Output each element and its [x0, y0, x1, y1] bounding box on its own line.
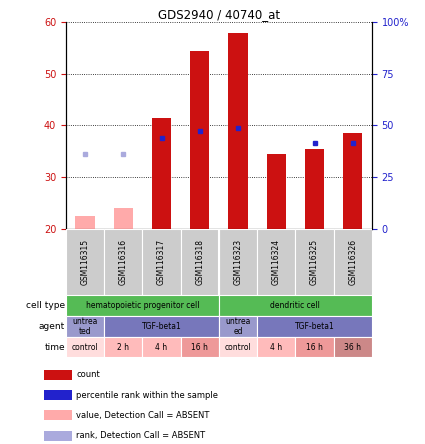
- Bar: [113, 208, 133, 229]
- Text: dendritic cell: dendritic cell: [270, 301, 320, 310]
- Text: value, Detection Call = ABSENT: value, Detection Call = ABSENT: [76, 411, 210, 420]
- Text: GSM116323: GSM116323: [233, 239, 243, 285]
- Text: control: control: [225, 343, 251, 352]
- Text: GSM116317: GSM116317: [157, 239, 166, 285]
- Bar: [76, 216, 94, 229]
- Text: agent: agent: [39, 322, 65, 331]
- Text: GSM116324: GSM116324: [272, 239, 281, 285]
- Text: GSM116316: GSM116316: [119, 239, 128, 285]
- Bar: [190, 51, 209, 229]
- Text: 2 h: 2 h: [117, 343, 129, 352]
- Text: 16 h: 16 h: [306, 343, 323, 352]
- Bar: [295, 229, 334, 295]
- Text: rank, Detection Call = ABSENT: rank, Detection Call = ABSENT: [76, 431, 205, 440]
- Text: TGF-beta1: TGF-beta1: [142, 322, 181, 331]
- Bar: [44, 410, 72, 420]
- Bar: [295, 337, 334, 357]
- Text: GSM116325: GSM116325: [310, 239, 319, 285]
- Text: control: control: [72, 343, 98, 352]
- Bar: [66, 337, 104, 357]
- Bar: [334, 337, 372, 357]
- Text: percentile rank within the sample: percentile rank within the sample: [76, 391, 218, 400]
- Bar: [219, 229, 257, 295]
- Bar: [44, 390, 72, 400]
- Bar: [44, 370, 72, 380]
- Bar: [152, 118, 171, 229]
- Text: 36 h: 36 h: [344, 343, 361, 352]
- Bar: [181, 337, 219, 357]
- Bar: [142, 229, 181, 295]
- Title: GDS2940 / 40740_at: GDS2940 / 40740_at: [158, 8, 280, 21]
- Text: GSM116315: GSM116315: [80, 239, 90, 285]
- Bar: [104, 229, 142, 295]
- Bar: [229, 32, 247, 229]
- Text: 4 h: 4 h: [156, 343, 167, 352]
- Bar: [257, 316, 372, 337]
- Bar: [104, 316, 219, 337]
- Text: 4 h: 4 h: [270, 343, 282, 352]
- Bar: [219, 316, 257, 337]
- Bar: [257, 229, 295, 295]
- Bar: [219, 295, 372, 316]
- Bar: [44, 431, 72, 440]
- Text: count: count: [76, 370, 100, 379]
- Bar: [66, 295, 219, 316]
- Bar: [305, 149, 324, 229]
- Text: time: time: [45, 343, 65, 352]
- Bar: [181, 229, 219, 295]
- Bar: [66, 316, 104, 337]
- Bar: [334, 229, 372, 295]
- Text: 16 h: 16 h: [191, 343, 208, 352]
- Bar: [142, 337, 181, 357]
- Text: GSM116326: GSM116326: [348, 239, 357, 285]
- Bar: [257, 337, 295, 357]
- Bar: [267, 154, 286, 229]
- Text: untrea
ed: untrea ed: [225, 317, 251, 336]
- Text: cell type: cell type: [26, 301, 65, 310]
- Text: hematopoietic progenitor cell: hematopoietic progenitor cell: [85, 301, 199, 310]
- Bar: [104, 337, 142, 357]
- Text: GSM116318: GSM116318: [195, 239, 204, 285]
- Text: untrea
ted: untrea ted: [72, 317, 98, 336]
- Bar: [66, 229, 104, 295]
- Bar: [219, 337, 257, 357]
- Text: TGF-beta1: TGF-beta1: [295, 322, 334, 331]
- Bar: [343, 133, 362, 229]
